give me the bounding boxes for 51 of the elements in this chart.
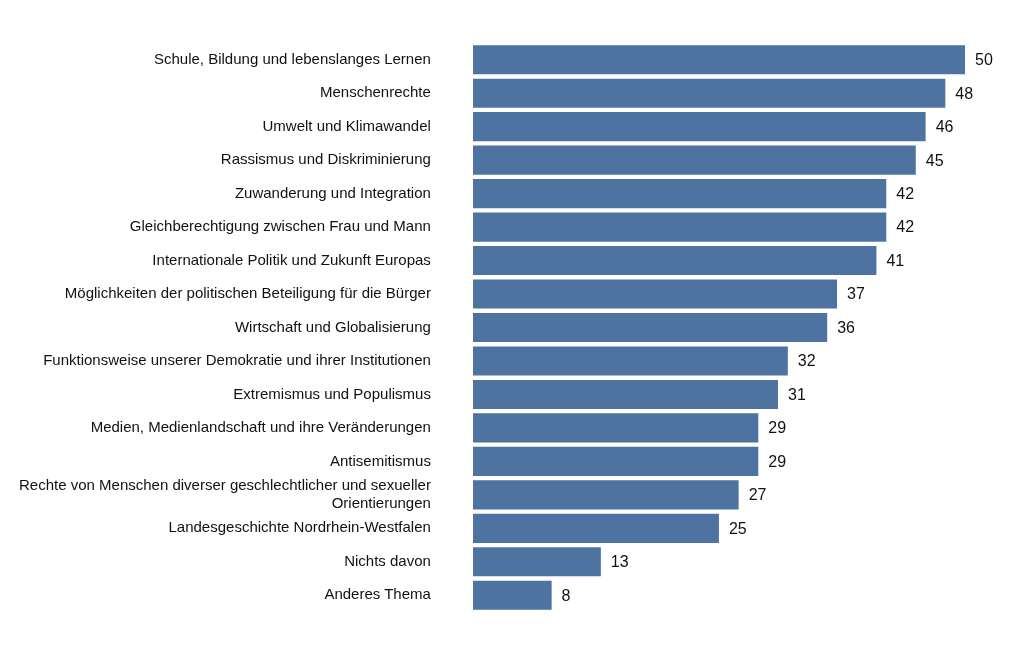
bar bbox=[472, 580, 552, 610]
y-tick-label: Extremismus und Populismus bbox=[233, 384, 431, 402]
data-label: 42 bbox=[896, 185, 915, 203]
y-tick-label: Antisemitismus bbox=[330, 451, 431, 469]
y-tick-label: Funktionsweise unserer Demokratie und ihrer Institutionen bbox=[43, 351, 431, 369]
bar bbox=[472, 513, 719, 543]
y-tick-label: Medien, Medienlandschaft und ihre Veränderungen bbox=[90, 418, 431, 436]
data-label: 46 bbox=[935, 118, 954, 136]
bar bbox=[472, 45, 965, 75]
y-tick-label: Wirtschaft und Globalisierung bbox=[234, 317, 431, 335]
bar bbox=[472, 446, 759, 476]
y-tick-label: Gleichberechtigung zwischen Frau und Mann bbox=[129, 217, 431, 235]
y-tick-label: Landesgeschichte Nordrhein-Westfalen bbox=[168, 518, 431, 536]
bar bbox=[472, 246, 877, 276]
bar bbox=[472, 145, 916, 175]
bar bbox=[472, 346, 788, 376]
data-label: 50 bbox=[975, 51, 993, 69]
y-tick-label: Rechte von Menschen diverser geschlechtlicher und sexueller Orientierungen bbox=[18, 475, 431, 511]
y-tick-label: Menschenrechte bbox=[319, 83, 431, 101]
bar bbox=[472, 379, 778, 409]
data-label: 31 bbox=[788, 385, 806, 403]
bar bbox=[472, 179, 887, 209]
data-label: 13 bbox=[610, 553, 629, 571]
bar bbox=[472, 78, 946, 108]
data-label: 8 bbox=[561, 586, 571, 604]
data-label: 41 bbox=[886, 251, 905, 269]
bar bbox=[472, 112, 926, 142]
y-tick-label: Nichts davon bbox=[344, 551, 431, 569]
bar bbox=[472, 312, 828, 343]
bar bbox=[472, 413, 759, 443]
bar bbox=[472, 547, 601, 577]
data-label: 29 bbox=[768, 452, 787, 470]
bar bbox=[472, 212, 887, 242]
y-tick-label: Zuwanderung und Integration bbox=[234, 183, 431, 201]
data-label: 37 bbox=[847, 285, 865, 303]
data-label: 45 bbox=[925, 151, 944, 169]
y-tick-label: Internationale Politik und Zukunft Europas bbox=[152, 250, 431, 268]
data-label: 32 bbox=[797, 352, 816, 370]
y-tick-label: Rassismus und Diskriminierung bbox=[220, 150, 431, 168]
data-label: 42 bbox=[896, 218, 915, 236]
y-tick-label: Möglichkeiten der politischen Beteiligung für die Bürger bbox=[64, 284, 431, 302]
data-label: 25 bbox=[728, 519, 747, 537]
data-label: 48 bbox=[955, 84, 974, 102]
y-tick-label: Umwelt und Klimawandel bbox=[262, 116, 431, 134]
y-tick-label: Schule, Bildung und lebenslanges Lernen bbox=[153, 49, 431, 67]
data-label: 27 bbox=[748, 486, 767, 504]
data-label: 29 bbox=[768, 419, 787, 437]
bar bbox=[472, 279, 838, 309]
y-tick-label: Anderes Thema bbox=[324, 585, 432, 603]
data-label: 36 bbox=[837, 318, 856, 336]
bar bbox=[472, 480, 739, 510]
